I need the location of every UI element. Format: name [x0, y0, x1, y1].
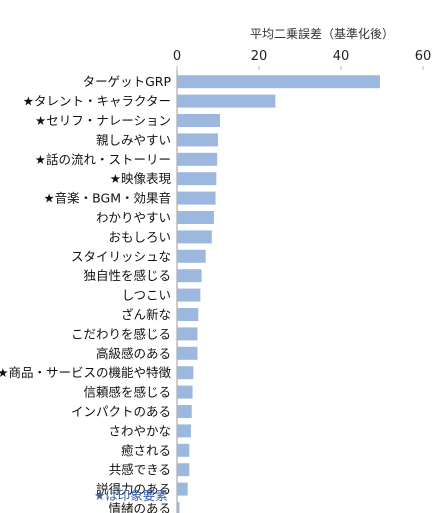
bar [177, 172, 217, 186]
axes [176, 66, 424, 513]
x-tick-label: 40 [333, 49, 350, 64]
bar [177, 230, 212, 244]
category-label: 情緒のある [108, 501, 171, 513]
x-tick-label: 60 [415, 49, 432, 64]
bars [177, 75, 380, 513]
category-label: ★商品・サービスの機能や特徴 [0, 365, 171, 380]
bar [177, 443, 190, 457]
bar [177, 191, 216, 205]
bar [177, 366, 194, 380]
bar [177, 405, 192, 418]
bar [177, 327, 198, 341]
bar [177, 249, 206, 263]
x-tick-label: 20 [251, 49, 268, 64]
category-label: ターゲットGRP [83, 74, 172, 89]
category-label: ★タレント・キャラクター [23, 94, 171, 109]
bar [177, 482, 188, 496]
bar [177, 269, 202, 283]
category-label: スタイリッシュな [71, 249, 171, 264]
category-label: 癒される [121, 443, 171, 458]
category-label: わかりやすい [96, 210, 171, 225]
x-axis-ticks: 0 20 40 60 [173, 49, 431, 64]
category-label: ★話の流れ・ストーリー [35, 152, 171, 167]
category-label: インパクトのある [71, 404, 171, 419]
category-label: 信頼感を感じる [83, 385, 171, 400]
category-label: ざん新な [121, 307, 171, 322]
bar [177, 152, 218, 166]
category-label: 共感できる [109, 462, 171, 477]
category-label: ★映像表現 [110, 171, 172, 186]
category-label: 親しみやすい [96, 132, 171, 147]
category-label: さわやかな [108, 423, 171, 438]
category-label: こだわりを感じる [71, 326, 171, 341]
bar [177, 114, 221, 127]
category-label: 独自性を感じる [83, 268, 171, 283]
category-label: おもしろい [108, 229, 171, 244]
bar [177, 424, 191, 438]
category-label: ★セリフ・ナレーション [35, 113, 171, 128]
bar [177, 288, 201, 302]
category-label: しつこい [122, 288, 171, 303]
bar [177, 94, 276, 108]
bar [177, 346, 198, 360]
category-label: ★音楽・BGM・効果音 [43, 191, 171, 206]
x-tick-label: 0 [173, 49, 181, 64]
category-label: 説得力のある [96, 482, 171, 497]
bar [177, 502, 180, 513]
legend-note: ★は印象要素 [94, 488, 168, 503]
category-label: 高級感のある [96, 346, 171, 361]
bar [177, 133, 218, 147]
x-axis-title: 平均二乗誤差（基準化後） [250, 26, 394, 41]
bar [177, 75, 380, 89]
bar [177, 385, 193, 399]
bar [177, 463, 190, 477]
bar [177, 308, 199, 321]
bar [177, 211, 214, 224]
